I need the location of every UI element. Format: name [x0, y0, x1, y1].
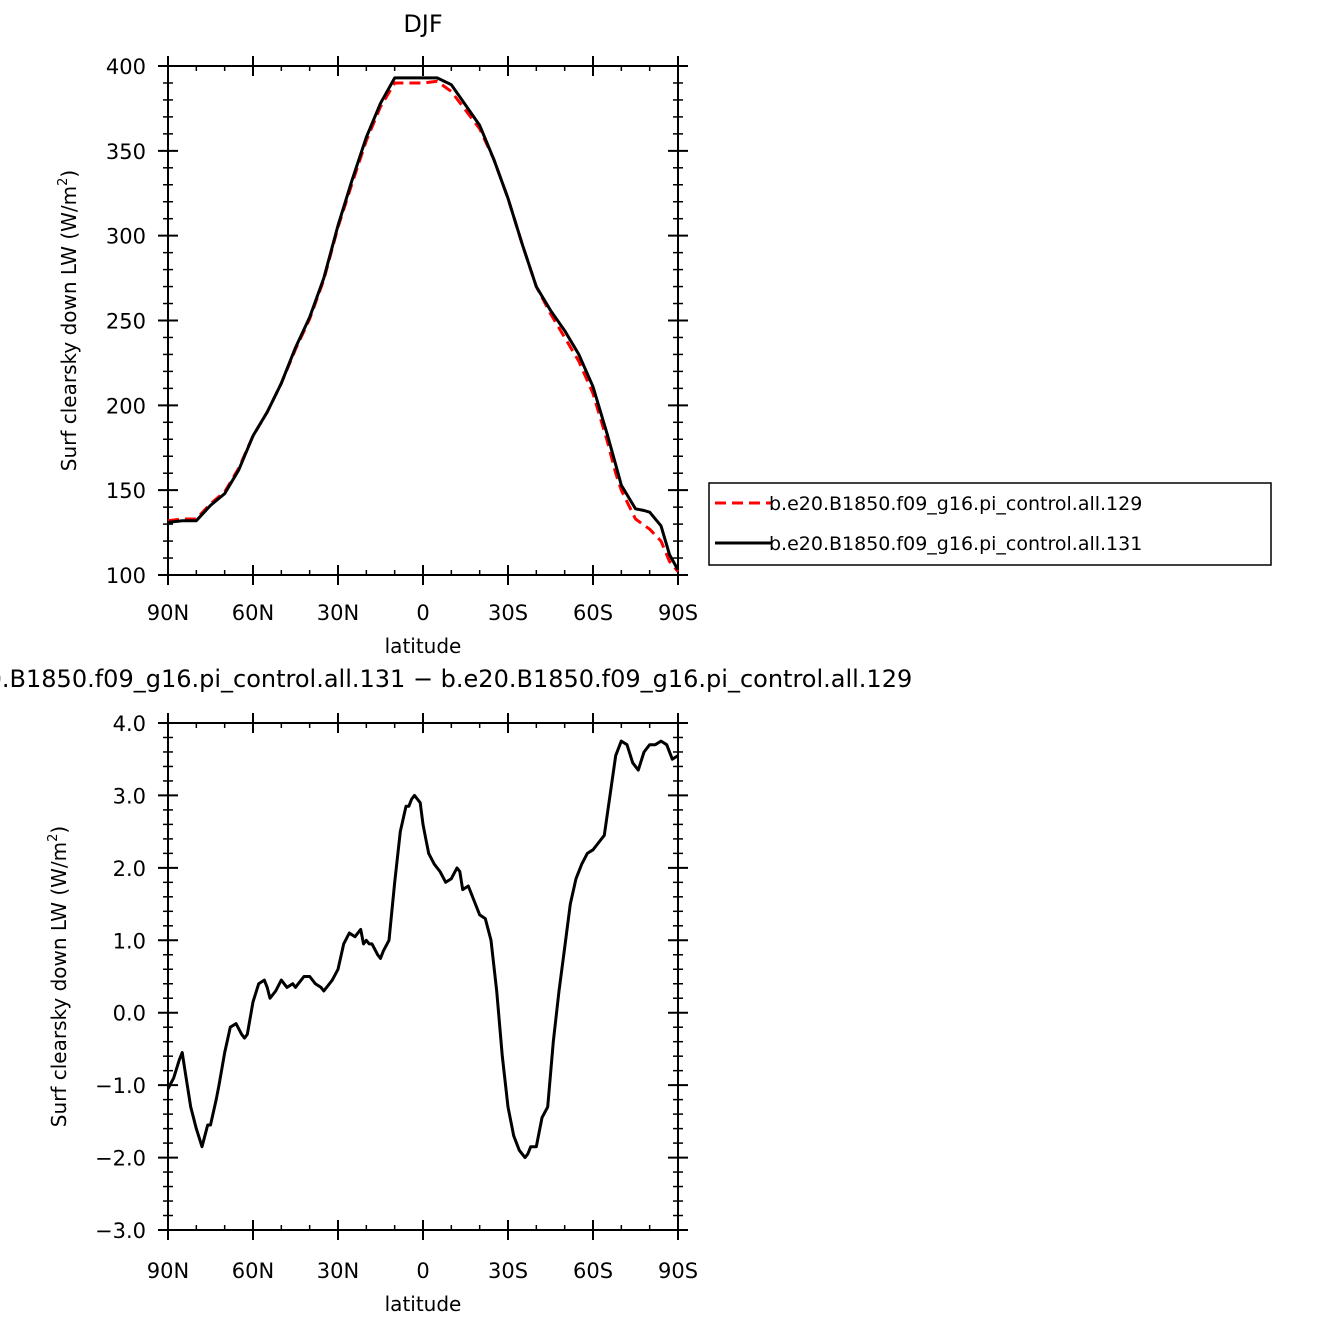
series-line-1	[167, 79, 680, 573]
y-tick-label: 350	[106, 140, 146, 164]
chart-title: b.e20.B1850.f09_g16.pi_control.all.131 −…	[0, 665, 912, 693]
y-tick-label: 400	[106, 55, 146, 79]
x-tick-label: 0	[416, 601, 429, 625]
x-tick-label: 30S	[488, 1259, 528, 1283]
y-tick-label: −1.0	[95, 1074, 146, 1098]
chart-title: DJF	[403, 10, 442, 38]
y-axis-label-sup: 2	[56, 178, 71, 186]
y-tick-label: −2.0	[95, 1147, 146, 1171]
x-tick-label: 30N	[317, 601, 359, 625]
y-axis-label: Surf clearsky down LW (W/m2)	[46, 826, 71, 1127]
legend: b.e20.B1850.f09_g16.pi_control.all.129 b.…	[708, 482, 1272, 566]
y-tick-label: 3.0	[113, 784, 146, 808]
bottom-panel: 90N 60N 30N 0 30S 60S 90S −3.0 −2.0 −1.0 0.0 1.0 2.0…	[0, 665, 912, 1316]
y-tick-label: 150	[106, 479, 146, 503]
x-axis-label: latitude	[385, 1292, 462, 1316]
x-tick-label: 90N	[147, 601, 189, 625]
y-tick-label: 250	[106, 310, 146, 334]
x-tick-label: 90S	[658, 601, 698, 625]
x-tick-label: 90S	[658, 1259, 698, 1283]
y-tick-label: 4.0	[113, 712, 146, 736]
x-tick-label: 30N	[317, 1259, 359, 1283]
y-tick-label: −3.0	[95, 1219, 146, 1243]
x-tick-label: 60S	[573, 601, 613, 625]
y-axis-label-main: Surf clearsky down LW (W/m	[57, 186, 81, 471]
y-tick-label: 100	[106, 564, 146, 588]
x-tick-label: 60S	[573, 1259, 613, 1283]
legend-entry-1: b.e20.B1850.f09_g16.pi_control.all.129	[769, 493, 1142, 515]
x-tick-label: 0	[416, 1259, 429, 1283]
series-line-1	[166, 739, 679, 1160]
y-tick-label: 300	[106, 225, 146, 249]
y-tick-label: 2.0	[113, 857, 146, 881]
plot-frame	[167, 65, 679, 576]
series-line-2	[167, 76, 680, 571]
y-axis-label-main: Surf clearsky down LW (W/m	[47, 842, 71, 1127]
y-axis-label-close: )	[57, 170, 81, 178]
x-tick-label: 60N	[232, 1259, 274, 1283]
x-tick-label: 30S	[488, 601, 528, 625]
y-tick-label: 0.0	[113, 1002, 146, 1026]
x-tick-label: 60N	[232, 601, 274, 625]
x-axis-label: latitude	[385, 634, 462, 658]
plot-frame	[167, 722, 679, 1231]
legend-entry-2: b.e20.B1850.f09_g16.pi_control.all.131	[769, 533, 1142, 555]
y-axis-label-sup: 2	[46, 834, 61, 842]
y-tick-label: 1.0	[113, 929, 146, 953]
y-tick-label: 200	[106, 394, 146, 418]
y-axis-label: Surf clearsky down LW (W/m2)	[56, 170, 81, 471]
top-panel: 90N 60N 30N 0 30S 60S 90S 100 150 200 250 300 350 400…	[56, 10, 698, 658]
legend-box	[708, 482, 1272, 566]
y-axis-label-close: )	[47, 826, 71, 834]
x-tick-label: 90N	[147, 1259, 189, 1283]
